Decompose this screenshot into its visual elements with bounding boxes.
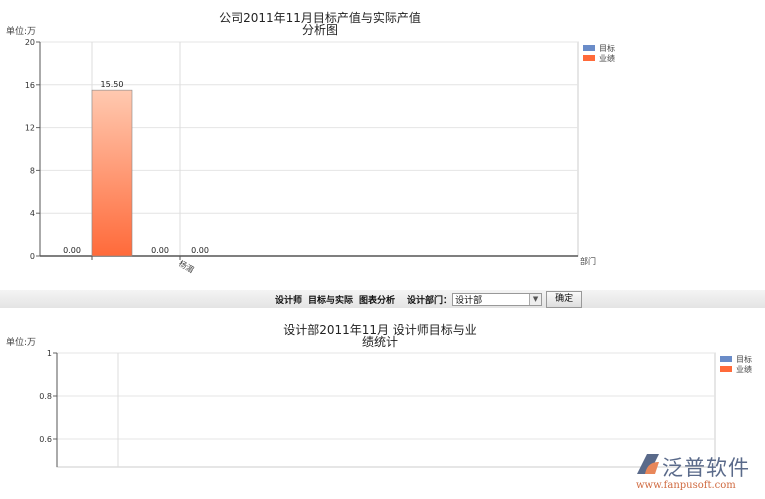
fanpu-logo-icon — [637, 454, 659, 474]
logo-name: 泛普软件 — [662, 456, 750, 480]
y-tick-label: 0 — [30, 252, 35, 261]
unit-label: 单位:万 — [6, 336, 36, 348]
legend-swatch — [583, 45, 595, 51]
legend-label: 目标 — [736, 354, 752, 364]
y-tick-label: 12 — [25, 124, 35, 133]
y-tick-label: 20 — [25, 38, 35, 47]
chart-title-line2: 绩统计 — [362, 335, 398, 349]
chart-title-line2: 分析图 — [302, 23, 338, 37]
toolbar-item-target-actual: 目标与实际 — [308, 296, 354, 306]
toolbar-item-designer: 设计师 — [275, 296, 303, 306]
y-tick-label: 0.6 — [39, 435, 52, 444]
data-label: 0.00 — [191, 246, 209, 255]
data-label: 15.50 — [101, 80, 124, 89]
chart-title: 公司2011年11月目标产值与实际产值 — [219, 10, 421, 25]
y-tick-label: 0.8 — [39, 392, 52, 401]
data-label: 0.00 — [63, 246, 81, 255]
legend-swatch — [583, 55, 595, 61]
y-tick-label: 16 — [25, 81, 35, 90]
logo-url: www.fanpusoft.com — [636, 480, 736, 491]
legend-label: 目标 — [599, 43, 615, 53]
legend-label: 业绩 — [599, 53, 615, 63]
toolbar-item-chart-analysis: 图表分析 — [359, 296, 396, 306]
plot-frame — [56, 352, 716, 468]
x-axis-label: 部门 — [580, 256, 596, 266]
chart-title: 设计部2011年11月 设计师目标与业 — [283, 322, 477, 337]
dept-select[interactable]: 设计部 ▼ — [452, 293, 543, 306]
unit-label: 单位:万 — [6, 25, 36, 37]
confirm-button[interactable]: 确定 — [546, 291, 583, 308]
chevron-down-icon[interactable]: ▼ — [529, 294, 542, 305]
legend-swatch — [720, 366, 732, 372]
filter-toolbar: 设计师 目标与实际 图表分析 设计部门： 设计部 ▼ 确定 — [0, 290, 765, 308]
dept-select-value: 设计部 — [455, 296, 483, 306]
y-tick-label: 4 — [30, 209, 35, 218]
bar-业绩 — [91, 89, 133, 257]
dept-label: 设计部门： — [407, 296, 453, 306]
y-tick-label: 1 — [47, 349, 52, 358]
data-label: 0.00 — [151, 246, 169, 255]
y-tick-label: 8 — [30, 166, 35, 175]
legend-label: 业绩 — [736, 364, 752, 374]
x-tick-label: 杨湄 — [177, 258, 196, 275]
legend-swatch — [720, 356, 732, 362]
